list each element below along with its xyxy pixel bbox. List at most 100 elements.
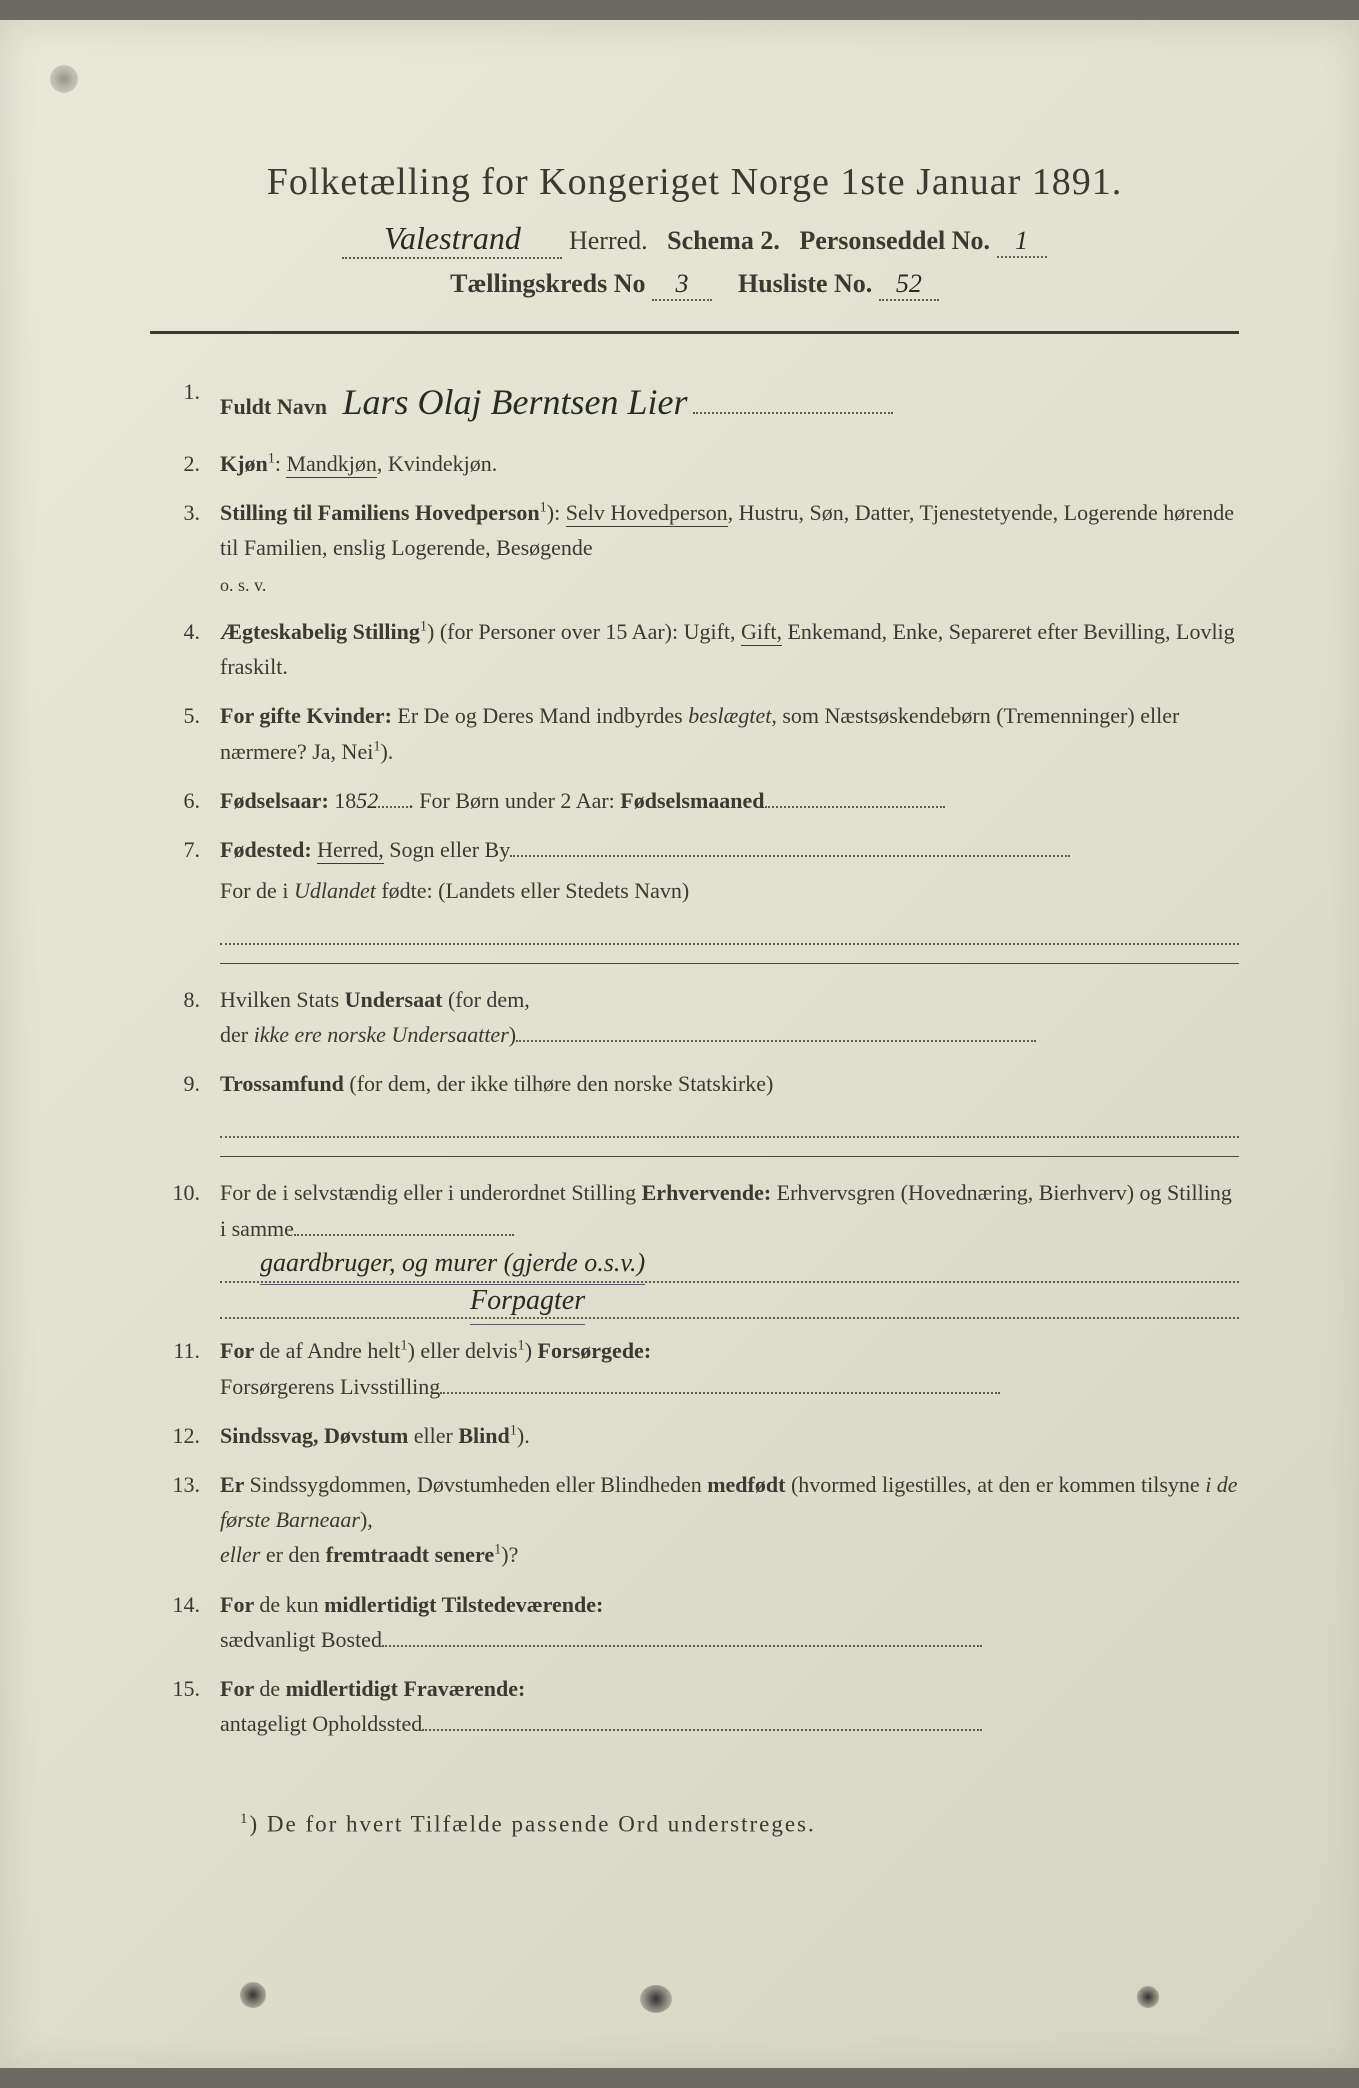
item-number: 2. <box>150 446 220 481</box>
item-number: 8. <box>150 982 220 1052</box>
dotted-fill <box>220 1108 1239 1139</box>
item-content: Kjøn1: Mandkjøn, Kvindekjøn. <box>220 446 1239 481</box>
header-block: Folketælling for Kongeriget Norge 1ste J… <box>150 160 1239 301</box>
item-number: 15. <box>150 1671 220 1741</box>
item-number: 7. <box>150 832 220 945</box>
field-label: Fødselsaar: <box>220 788 329 813</box>
schema-label: Schema 2. <box>667 226 780 255</box>
sup-ref: 1 <box>268 450 275 466</box>
item-content: Sindssvag, Døvstum eller Blind1). <box>220 1418 1239 1453</box>
item-10: 10. For de i selvstændig eller i underor… <box>150 1175 1239 1319</box>
item-content: Er Sindssygdommen, Døvstumheden eller Bl… <box>220 1467 1239 1573</box>
item-content: For gifte Kvinder: Er De og Deres Mand i… <box>220 698 1239 768</box>
item-12: 12. Sindssvag, Døvstum eller Blind1). <box>150 1418 1239 1453</box>
personseddel-label: Personseddel No. <box>799 226 990 255</box>
field-label: medfødt <box>707 1472 785 1497</box>
item-content: Trossamfund (for dem, der ikke tilhøre d… <box>220 1066 1239 1138</box>
item-1: 1. Fuldt Navn Lars Olaj Berntsen Lier <box>150 374 1239 432</box>
item-content: Ægteskabelig Stilling1) (for Personer ov… <box>220 614 1239 684</box>
dotted-fill: Forpagter <box>220 1289 1239 1320</box>
tkreds-label: Tællingskreds No <box>450 269 645 298</box>
field-label: Stilling til Familiens Hovedperson <box>220 500 540 525</box>
tkreds-no-handwritten: 3 <box>652 269 712 301</box>
footnote: 1) De for hvert Tilfælde passende Ord un… <box>240 1811 1239 1838</box>
line-2: sædvanligt Bosted <box>220 1622 1239 1657</box>
husliste-no-handwritten: 52 <box>879 269 939 301</box>
divider-main <box>150 331 1239 334</box>
field-label: Undersaat <box>345 987 443 1012</box>
personseddel-no-handwritten: 1 <box>997 226 1047 258</box>
field-label: Kjøn <box>220 451 268 476</box>
herred-name-handwritten: Valestrand <box>342 220 562 259</box>
occupation-hw-2: Forpagter <box>470 1279 585 1326</box>
item-number: 4. <box>150 614 220 684</box>
sup-ref: 1 <box>540 499 547 515</box>
dotted-fill: gaardbruger, og murer (gjerde o.s.v.) <box>220 1252 1239 1283</box>
ink-blot <box>1137 1986 1159 2008</box>
line-2: der ikke ere norske Undersaatter) <box>220 1017 1239 1052</box>
line-2: antageligt Opholdssted <box>220 1706 1239 1741</box>
sup-ref: 1 <box>420 619 427 635</box>
option-mandkjon: Mandkjøn <box>286 451 376 478</box>
item-number: 13. <box>150 1467 220 1573</box>
item-number: 14. <box>150 1587 220 1657</box>
item-content: Fødested: Herred, Sogn eller By For de i… <box>220 832 1239 945</box>
osv-text: o. s. v. <box>220 571 1239 600</box>
field-label: Forsørgede: <box>538 1338 652 1363</box>
item-number: 11. <box>150 1333 220 1403</box>
item-3: 3. Stilling til Familiens Hovedperson1):… <box>150 495 1239 600</box>
header-line-3: Tællingskreds No 3 Husliste No. 52 <box>150 269 1239 301</box>
line-3: eller er den fremtraadt senere1)? <box>220 1537 1239 1572</box>
occupation-hw-1: gaardbruger, og murer (gjerde o.s.v.) <box>260 1242 645 1286</box>
item-number: 12. <box>150 1418 220 1453</box>
item-6: 6. Fødselsaar: 1852. For Børn under 2 Aa… <box>150 783 1239 818</box>
field-label: midlertidigt Tilstedeværende: <box>324 1592 603 1617</box>
item-content: For de af Andre helt1) eller delvis1) Fo… <box>220 1333 1239 1403</box>
item-11: 11. For de af Andre helt1) eller delvis1… <box>150 1333 1239 1403</box>
item-content: For de midlertidigt Fraværende: antageli… <box>220 1671 1239 1741</box>
item-number: 10. <box>150 1175 220 1319</box>
field-label: gifte Kvinder: <box>259 703 392 728</box>
field-label: Sindssvag, Døvstum <box>220 1423 408 1448</box>
option-selv-hovedperson: Selv Hovedperson <box>566 500 728 527</box>
option-gift: Gift, <box>741 619 782 646</box>
ink-blot <box>640 1985 672 2013</box>
field-label: Ægteskabelig Stilling <box>220 619 420 644</box>
item-number: 5. <box>150 698 220 768</box>
full-name-handwritten: Lars Olaj Berntsen Lier <box>342 382 687 422</box>
main-title: Folketælling for Kongeriget Norge 1ste J… <box>150 160 1239 204</box>
option-herred: Herred, <box>317 837 384 864</box>
item-14: 14. For de kun midlertidigt Tilstedevære… <box>150 1587 1239 1657</box>
herred-label: Herred. <box>569 226 648 255</box>
birth-year-handwritten: 52 <box>356 788 378 813</box>
item-7: 7. Fødested: Herred, Sogn eller By For d… <box>150 832 1239 945</box>
item-number: 3. <box>150 495 220 600</box>
dotted-fill <box>220 914 1239 945</box>
husliste-label: Husliste No. <box>738 269 872 298</box>
item-number: 9. <box>150 1066 220 1138</box>
divider-thin <box>220 1156 1239 1157</box>
item-8: 8. Hvilken Stats Undersaat (for dem, der… <box>150 982 1239 1052</box>
field-label: Fuldt Navn <box>220 394 327 419</box>
item-content: For de kun midlertidigt Tilstedeværende:… <box>220 1587 1239 1657</box>
census-form-page: Folketælling for Kongeriget Norge 1ste J… <box>0 20 1359 2068</box>
dotted-fill <box>693 392 893 414</box>
option-kvindekjon: Kvindekjøn. <box>388 451 497 476</box>
item-9: 9. Trossamfund (for dem, der ikke tilhør… <box>150 1066 1239 1138</box>
header-line-2: Valestrand Herred. Schema 2. Personsedde… <box>150 220 1239 259</box>
field-label: midlertidigt Fraværende: <box>286 1676 526 1701</box>
item-content: Hvilken Stats Undersaat (for dem, der ik… <box>220 982 1239 1052</box>
item-content: Fødselsaar: 1852. For Børn under 2 Aar: … <box>220 783 1239 818</box>
item-content: For de i selvstændig eller i underordnet… <box>220 1175 1239 1319</box>
item-5: 5. For gifte Kvinder: Er De og Deres Man… <box>150 698 1239 768</box>
line-2: Forsørgerens Livsstilling <box>220 1369 1239 1404</box>
item-15: 15. For de midlertidigt Fraværende: anta… <box>150 1671 1239 1741</box>
item-content: Stilling til Familiens Hovedperson1): Se… <box>220 495 1239 600</box>
line-2: For de i Udlandet fødte: (Landets eller … <box>220 873 1239 908</box>
item-2: 2. Kjøn1: Mandkjøn, Kvindekjøn. <box>150 446 1239 481</box>
ink-blot <box>240 1982 266 2008</box>
item-content: Fuldt Navn Lars Olaj Berntsen Lier <box>220 374 1239 432</box>
field-label: Fødested: <box>220 837 312 862</box>
field-label: Trossamfund <box>220 1071 344 1096</box>
field-label: Erhvervende: <box>642 1180 772 1205</box>
